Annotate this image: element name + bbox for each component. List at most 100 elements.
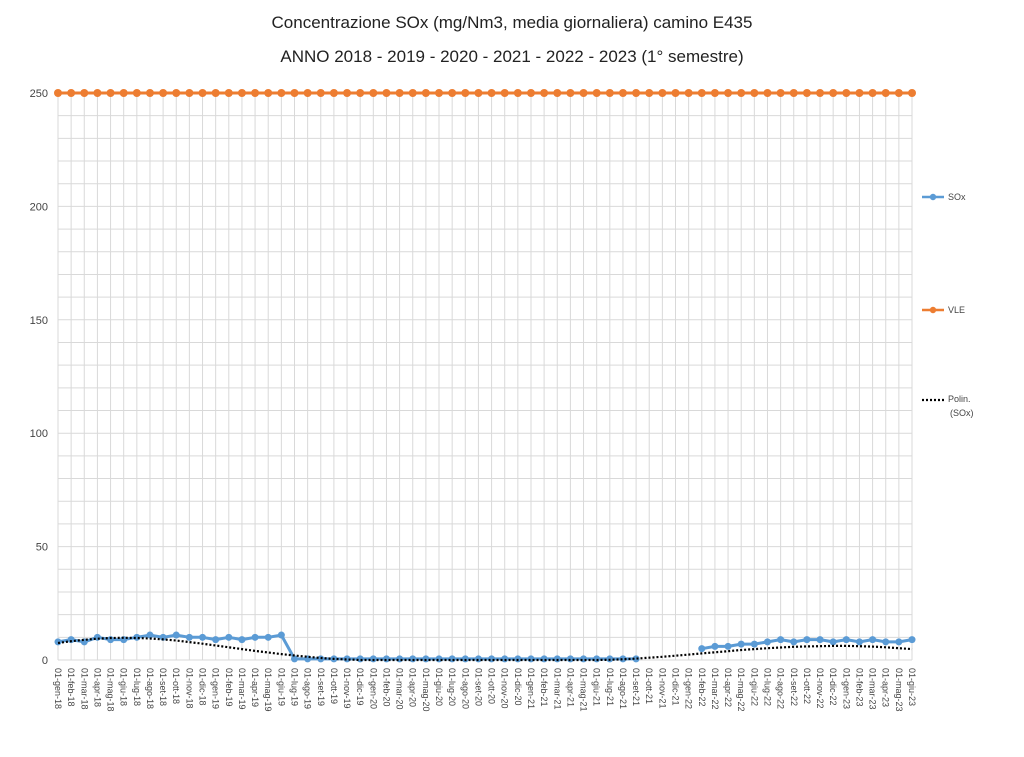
- x-tick-label: 01-nov-21: [657, 668, 667, 709]
- x-tick-label: 01-ago-19: [303, 668, 313, 709]
- x-tick-label: 01-feb-20: [381, 668, 391, 707]
- x-tick-label: 01-dic-22: [828, 668, 838, 706]
- y-tick-label: 200: [30, 201, 48, 213]
- data-point: [763, 638, 771, 646]
- data-point: [566, 89, 575, 97]
- x-tick-label: 01-feb-18: [66, 668, 76, 707]
- x-tick-label: 01-feb-23: [854, 668, 864, 707]
- x-tick-label: 01-dic-19: [355, 668, 365, 706]
- x-tick-label: 01-gen-18: [53, 668, 63, 709]
- x-tick-label: 01-gen-20: [368, 668, 378, 709]
- x-tick-label: 01-mag-19: [263, 668, 273, 712]
- x-tick-label: 01-mar-19: [237, 668, 247, 710]
- legend-item: Polin. (SOx): [922, 394, 974, 418]
- x-tick-label: 01-apr-23: [881, 668, 891, 707]
- data-point: [290, 89, 299, 97]
- data-point: [369, 89, 378, 97]
- data-point: [710, 89, 719, 97]
- data-point: [251, 633, 259, 641]
- data-point: [422, 655, 430, 663]
- data-point: [185, 633, 193, 641]
- x-tick-label: 01-gen-19: [211, 668, 221, 709]
- y-axis: 0 50 100 150 200 250: [30, 88, 48, 667]
- data-point: [908, 89, 916, 97]
- x-tick-label: 01-mar-22: [710, 668, 720, 710]
- data-point: [448, 89, 457, 97]
- x-tick-label: 01-ago-22: [776, 668, 786, 709]
- data-point: [882, 638, 890, 646]
- x-tick-label: 01-giu-19: [276, 668, 286, 706]
- legend-item: SOx: [922, 192, 966, 202]
- data-point: [526, 89, 535, 97]
- x-tick-label: 01-nov-18: [184, 668, 194, 709]
- x-tick-label: 01-ott-20: [487, 668, 497, 704]
- data-point: [593, 655, 601, 663]
- data-point: [474, 89, 483, 97]
- series-sox: [54, 631, 916, 663]
- data-point: [698, 645, 706, 653]
- data-point: [421, 89, 430, 97]
- data-point: [868, 89, 877, 97]
- y-tick-label: 250: [30, 88, 48, 100]
- x-tick-label: 01-apr-18: [92, 668, 102, 707]
- data-point: [855, 89, 864, 97]
- legend: SOx VLE Polin. (SOx): [922, 192, 974, 418]
- x-tick-label: 01-mag-23: [894, 668, 904, 712]
- x-axis: 01-gen-18 01-feb-18 01-mar-18 01-apr-18 01-m…: [53, 668, 917, 712]
- x-tick-label: 01-ott-19: [329, 668, 339, 704]
- legend-marker: [929, 306, 937, 314]
- data-point: [566, 655, 574, 663]
- data-point: [93, 89, 102, 97]
- x-tick-label: 01-lug-20: [447, 668, 457, 706]
- data-point: [737, 640, 745, 648]
- x-tick-label: 01-apr-21: [565, 668, 575, 707]
- data-point: [790, 638, 798, 646]
- data-point: [290, 655, 298, 663]
- x-tick-label: 01-mag-22: [736, 668, 746, 712]
- data-point: [869, 636, 877, 644]
- x-tick-label: 01-giu-23: [907, 668, 917, 706]
- data-point: [159, 89, 168, 97]
- data-point: [816, 89, 825, 97]
- data-point: [789, 89, 798, 97]
- data-point: [750, 89, 759, 97]
- x-tick-label: 01-lug-19: [289, 668, 299, 706]
- data-point: [500, 89, 509, 97]
- data-point: [802, 89, 811, 97]
- data-point: [592, 89, 601, 97]
- data-point: [513, 89, 522, 97]
- data-point: [343, 89, 352, 97]
- legend-label: Polin. (SOx): [948, 394, 974, 418]
- y-tick-label: 0: [42, 655, 48, 667]
- series-line: [57, 636, 913, 662]
- x-tick-label: 01-mag-21: [579, 668, 589, 712]
- data-point: [540, 655, 548, 663]
- x-tick-label: 01-nov-19: [342, 668, 352, 709]
- data-point: [461, 89, 470, 97]
- y-tick-label: 50: [36, 542, 48, 554]
- data-point: [146, 631, 154, 639]
- data-point: [329, 89, 338, 97]
- data-point: [803, 636, 811, 644]
- data-point: [54, 89, 62, 97]
- x-tick-label: 01-giu-20: [434, 668, 444, 706]
- data-point: [514, 655, 522, 663]
- data-point: [145, 89, 154, 97]
- data-point: [107, 636, 115, 644]
- x-tick-label: 01-giu-21: [592, 668, 602, 706]
- x-tick-label: 01-dic-18: [198, 668, 208, 706]
- x-tick-label: 01-lug-22: [762, 668, 772, 706]
- data-point: [618, 89, 627, 97]
- data-point: [303, 89, 312, 97]
- x-tick-label: 01-set-22: [789, 668, 799, 706]
- data-point: [527, 655, 535, 663]
- data-point: [776, 89, 785, 97]
- data-point: [842, 89, 851, 97]
- data-point: [737, 89, 746, 97]
- data-point: [395, 89, 404, 97]
- grid: [57, 92, 913, 661]
- data-point: [908, 636, 916, 644]
- data-point: [277, 89, 286, 97]
- data-point: [553, 89, 562, 97]
